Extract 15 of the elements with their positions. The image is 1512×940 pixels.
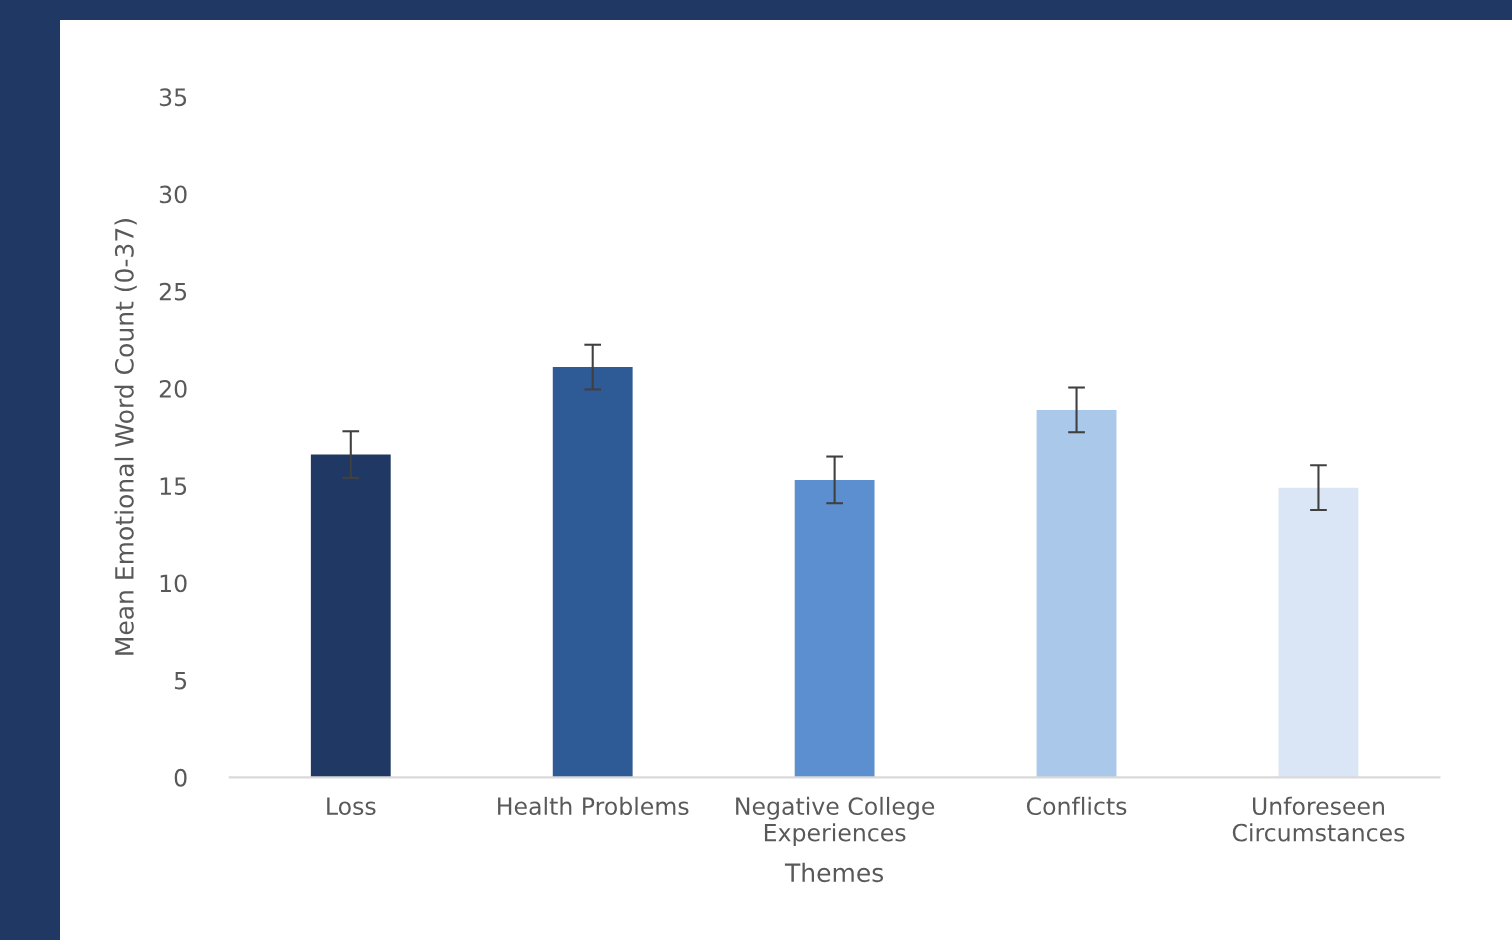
x-tick-label: Health Problems [498,796,689,816]
y-tick-label: 10 [160,574,187,593]
x-tick-label: Conflicts [1026,796,1127,816]
y-tick-label: 20 [159,379,187,398]
y-tick-label: 25 [159,282,187,301]
y-tick-label: 30 [159,185,187,204]
y-tick-label: 15 [160,477,187,496]
x-tick-label: Unforeseen Circumstances [1232,796,1405,842]
y-axis-title: Mean Emotional Word Count (0-37) [114,219,137,655]
x-axis-title: Themes [784,862,884,883]
y-tick-label: 5 [174,671,187,690]
x-tick-label: Loss [327,797,376,816]
y-tick-label: 35 [159,88,187,107]
x-tick-label: Negative College Experiences [736,796,935,847]
y-tick-label: 0 [174,768,187,787]
